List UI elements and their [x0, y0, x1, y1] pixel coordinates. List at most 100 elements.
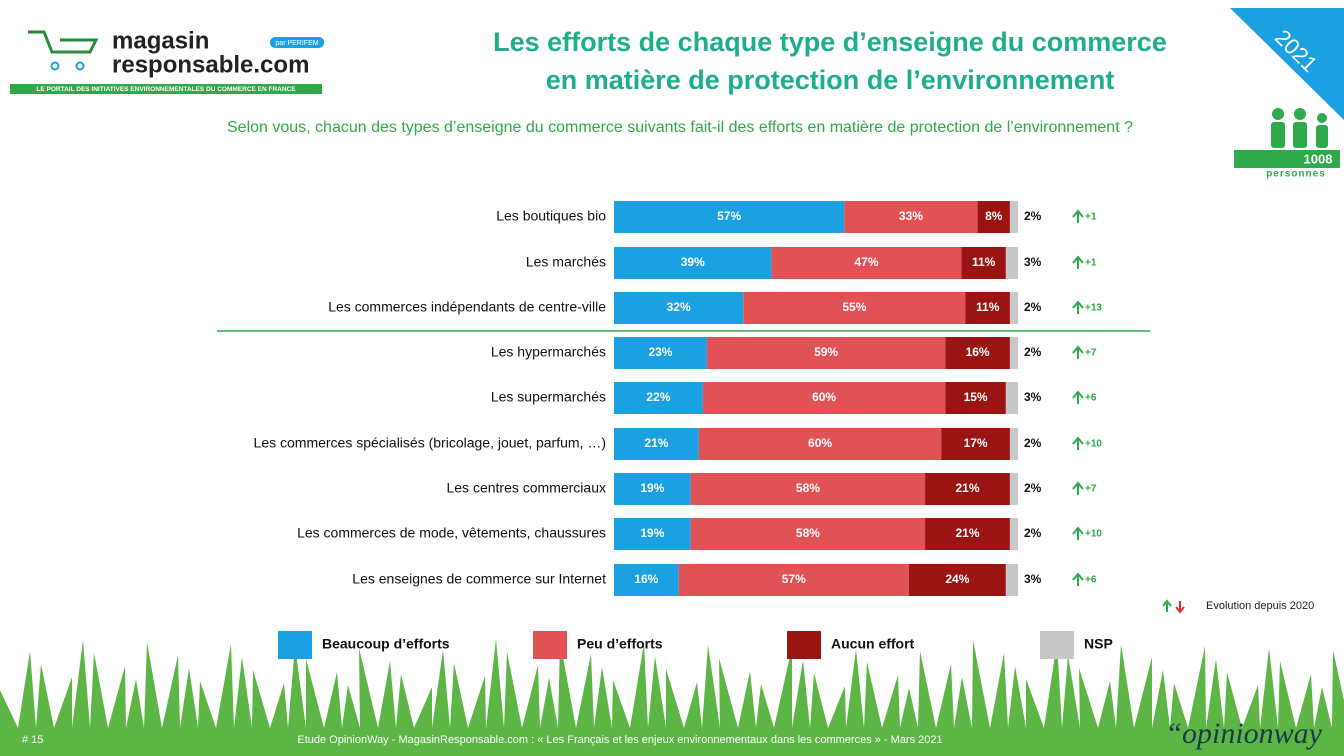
bar-segment	[1010, 292, 1018, 324]
evolution-value: +6	[1085, 393, 1097, 404]
value-label: 2%	[1024, 526, 1042, 540]
value-label: 60%	[808, 436, 832, 450]
evolution-legend: Evolution depuis 2020	[1206, 600, 1314, 612]
value-label: 33%	[899, 209, 923, 223]
value-label: 57%	[717, 209, 741, 223]
value-label: 19%	[640, 481, 664, 495]
evolution-value: +6	[1085, 575, 1097, 586]
value-label: 16%	[966, 345, 990, 359]
evolution-value: +1	[1085, 212, 1097, 223]
value-label: 58%	[796, 481, 820, 495]
evolution-value: +13	[1085, 303, 1102, 314]
value-label: 21%	[955, 526, 979, 540]
category-label: Les enseignes de commerce sur Internet	[352, 571, 606, 587]
bar-segment	[1010, 473, 1018, 505]
value-label: 2%	[1024, 481, 1042, 495]
subtitle: Selon vous, chacun des types d’enseigne …	[227, 119, 1133, 136]
footer-source: Etude OpinionWay - MagasinResponsable.co…	[297, 734, 942, 746]
grass	[0, 639, 1344, 728]
value-label: 15%	[964, 390, 988, 404]
legend-label: Peu d’efforts	[577, 636, 663, 652]
evolution-arrow	[1073, 257, 1083, 269]
value-label: 2%	[1024, 300, 1042, 314]
value-label: 21%	[644, 436, 668, 450]
value-label: 2%	[1024, 436, 1042, 450]
value-label: 2%	[1024, 209, 1042, 223]
value-label: 19%	[640, 526, 664, 540]
sample-size: 1008	[1304, 151, 1333, 166]
bar-segment	[1006, 382, 1018, 414]
value-label: 17%	[964, 436, 988, 450]
logo-cart	[28, 32, 96, 52]
footer-brand: “opinionway	[1165, 717, 1322, 750]
sample-icon	[1271, 108, 1328, 148]
logo: magasin responsable.com par PERIFEM LE P…	[10, 27, 324, 94]
bar-segment	[1010, 518, 1018, 550]
value-label: 16%	[634, 572, 658, 586]
value-label: 2%	[1024, 345, 1042, 359]
value-label: 32%	[667, 300, 691, 314]
legend-swatch	[278, 631, 312, 659]
value-label: 3%	[1024, 390, 1042, 404]
value-label: 3%	[1024, 255, 1042, 269]
legend-swatch	[533, 631, 567, 659]
category-label: Les commerces spécialisés (bricolage, jo…	[254, 435, 606, 451]
evolution-arrow	[1073, 302, 1083, 314]
value-label: 58%	[796, 526, 820, 540]
evolution-arrow	[1073, 528, 1083, 540]
bar-segment	[1010, 201, 1018, 233]
logo-wheel	[52, 63, 59, 70]
legend-swatch	[1040, 631, 1074, 659]
arrow-up-icon	[1163, 601, 1171, 612]
category-label: Les commerces de mode, vêtements, chauss…	[297, 525, 606, 541]
arrow-down-icon	[1176, 601, 1184, 612]
value-label: 23%	[648, 345, 672, 359]
category-label: Les marchés	[526, 254, 606, 270]
evolution-arrow	[1073, 347, 1083, 359]
bar-segment	[1006, 564, 1018, 596]
value-label: 39%	[681, 255, 705, 269]
value-label: 22%	[646, 390, 670, 404]
value-label: 59%	[814, 345, 838, 359]
value-label: 55%	[842, 300, 866, 314]
value-label: 21%	[955, 481, 979, 495]
category-label: Les hypermarchés	[491, 344, 606, 360]
evolution-value: +10	[1085, 529, 1102, 540]
legend-label: Beaucoup d’efforts	[322, 636, 450, 652]
logo-text: magasin	[112, 27, 209, 54]
title: Les efforts de chaque type d’enseigne du…	[493, 27, 1167, 57]
footer-page: # 15	[22, 734, 43, 746]
logo-wheel	[77, 63, 84, 70]
category-label: Les supermarchés	[491, 389, 606, 405]
evolution-value: +7	[1085, 484, 1097, 495]
logo-tagline: LE PORTAIL DES INITIATIVES ENVIRONNEMENT…	[36, 86, 296, 93]
evolution-value: +1	[1085, 258, 1097, 269]
legend-label: Aucun effort	[831, 636, 915, 652]
evolution-value: +7	[1085, 348, 1097, 359]
title: en matière de protection de l’environnem…	[546, 65, 1115, 95]
category-label: Les commerces indépendants de centre-vil…	[328, 299, 606, 315]
logo-text: responsable.com	[112, 51, 309, 78]
value-label: 3%	[1024, 572, 1042, 586]
logo-badge: par PERIFEM	[275, 40, 318, 47]
value-label: 8%	[985, 209, 1003, 223]
value-label: 60%	[812, 390, 836, 404]
evolution-value: +10	[1085, 439, 1102, 450]
value-label: 24%	[945, 572, 969, 586]
category-label: Les boutiques bio	[496, 208, 606, 224]
value-label: 57%	[782, 572, 806, 586]
evolution-arrow	[1073, 483, 1083, 495]
evolution-arrow	[1073, 211, 1083, 223]
legend-label: NSP	[1084, 636, 1113, 652]
value-label: 47%	[854, 255, 878, 269]
grass-blades	[0, 639, 1344, 728]
evolution-arrow	[1073, 574, 1083, 586]
sample-unit: personnes	[1266, 169, 1326, 180]
evolution-arrow	[1073, 392, 1083, 404]
value-label: 11%	[976, 300, 1000, 314]
bar-segment	[1010, 428, 1018, 460]
value-label: 11%	[972, 255, 996, 269]
slide: magasin responsable.com par PERIFEM LE P…	[0, 0, 1344, 756]
evolution-arrow	[1073, 438, 1083, 450]
bar-segment	[1010, 337, 1018, 369]
